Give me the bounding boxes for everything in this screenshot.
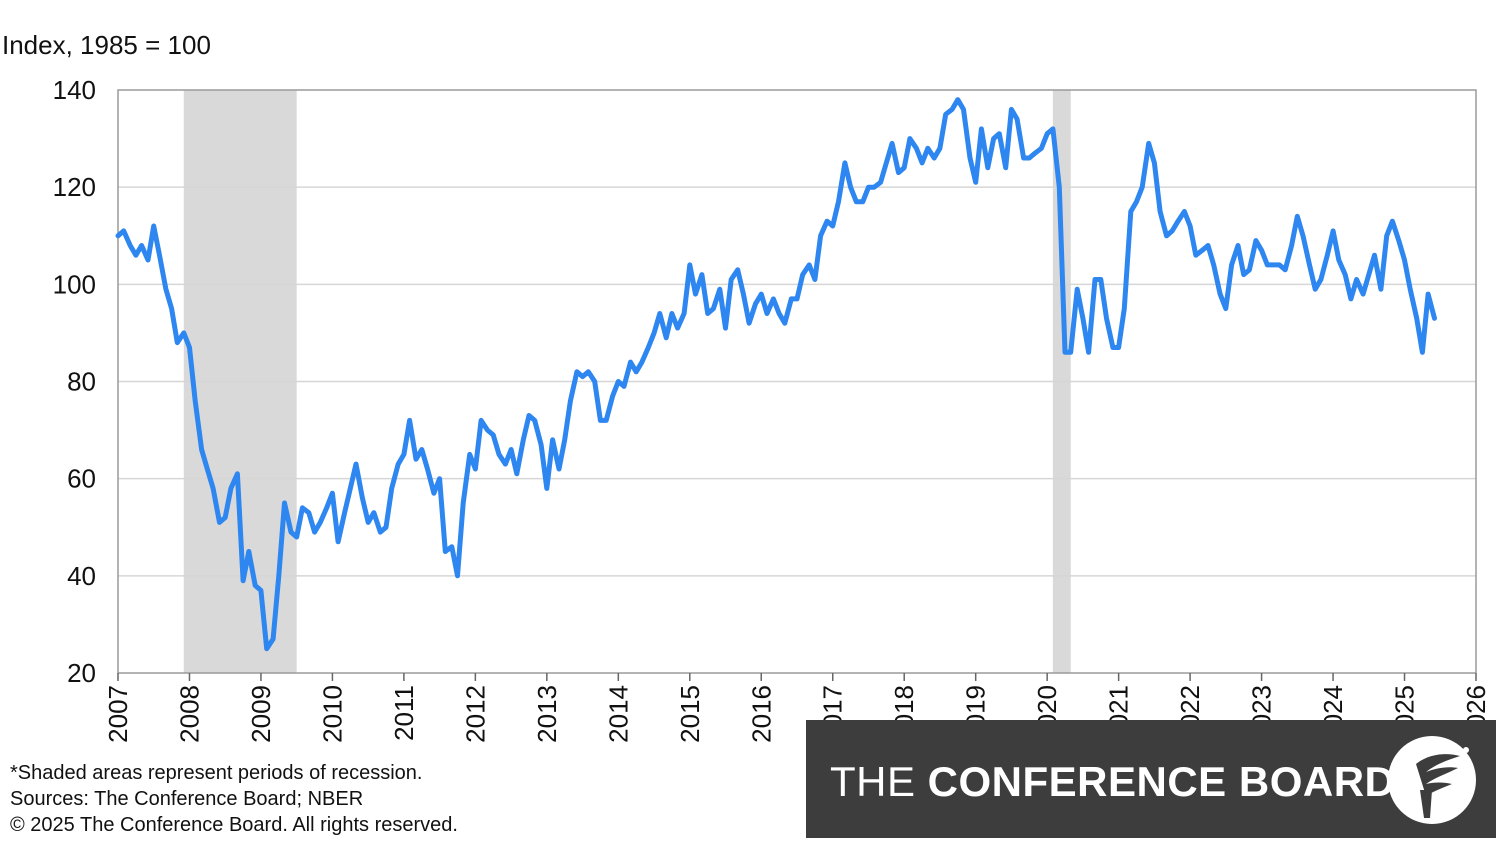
brand-name-bold: CONFERENCE BOARD xyxy=(927,758,1396,805)
footnotes: *Shaded areas represent periods of reces… xyxy=(10,760,458,838)
series-line-0 xyxy=(115,97,1437,652)
copyright-note: © 2025 The Conference Board. All rights … xyxy=(10,814,458,836)
y-axis-title: Index, 1985 = 100 xyxy=(2,30,211,60)
sources-note: Sources: The Conference Board; NBER xyxy=(10,788,364,810)
recession-note: *Shaded areas represent periods of reces… xyxy=(10,762,423,784)
y-tick-label-80: 80 xyxy=(67,367,96,397)
y-tick-label-100: 100 xyxy=(53,269,96,299)
x-tick-label-2010: 2010 xyxy=(317,685,347,743)
y-tick-label-60: 60 xyxy=(67,464,96,494)
x-tick-label-2015: 2015 xyxy=(675,685,705,743)
y-tick-label-140: 140 xyxy=(53,75,96,105)
x-tick-label-2007: 2007 xyxy=(103,685,133,743)
torch-circle-icon xyxy=(1388,736,1476,824)
x-tick-label-2011: 2011 xyxy=(389,685,419,741)
y-tick-label-40: 40 xyxy=(67,561,96,591)
x-tick-label-2013: 2013 xyxy=(532,685,562,743)
x-tick-label-2016: 2016 xyxy=(746,685,776,743)
y-tick-label-120: 120 xyxy=(53,172,96,202)
x-tick-label-2012: 2012 xyxy=(460,685,490,743)
x-tick-label-2014: 2014 xyxy=(603,685,633,743)
brand-name-light: THE xyxy=(830,758,928,805)
x-tick-label-2009: 2009 xyxy=(246,685,276,743)
brand-name: THE CONFERENCE BOARD xyxy=(830,758,1395,806)
brand-banner: THE CONFERENCE BOARD xyxy=(806,720,1496,838)
y-tick-label-20: 20 xyxy=(67,658,96,688)
plot-frame xyxy=(117,89,1477,674)
line-chart: 20 40 60 80 100 120 140 2007 2008 2009 2010 2011 201… xyxy=(53,75,1491,743)
x-tick-label-2008: 2008 xyxy=(174,685,204,743)
